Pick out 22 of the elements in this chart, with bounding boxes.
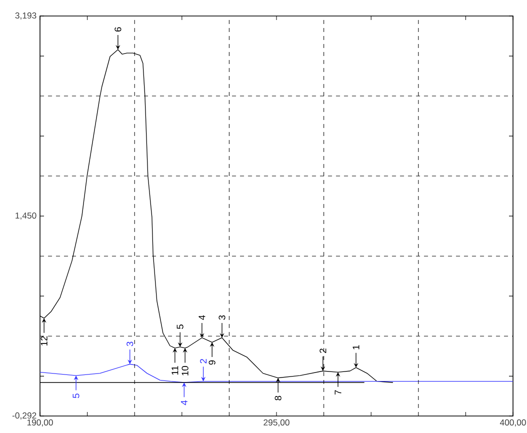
annotation: 12: [40, 336, 48, 346]
annotation: 5: [72, 394, 80, 398]
annotation: 10: [182, 366, 188, 376]
annotation: 4: [180, 400, 188, 406]
y-tick-label: 3,193: [15, 12, 36, 20]
annotation: 1: [352, 345, 360, 350]
annotation: 2: [200, 359, 207, 364]
annotation: 4: [198, 315, 206, 320]
annotation: 9: [208, 360, 216, 365]
annotation: 11: [172, 366, 178, 375]
y-tick-label: -0,292: [12, 412, 36, 420]
annotation: 3: [218, 315, 226, 320]
annotation: 2: [320, 348, 326, 353]
annotation: 8: [274, 396, 282, 400]
annotation: 6: [114, 27, 122, 32]
annotation: 5: [176, 324, 184, 329]
annotation: 3: [126, 342, 134, 346]
x-tick-label: 190,00: [27, 419, 53, 427]
x-tick-label: 400,00: [500, 419, 526, 427]
annotation: 7: [334, 390, 342, 394]
y-tick-label: 1,450: [16, 212, 36, 220]
x-tick-label: 295,00: [264, 419, 290, 427]
